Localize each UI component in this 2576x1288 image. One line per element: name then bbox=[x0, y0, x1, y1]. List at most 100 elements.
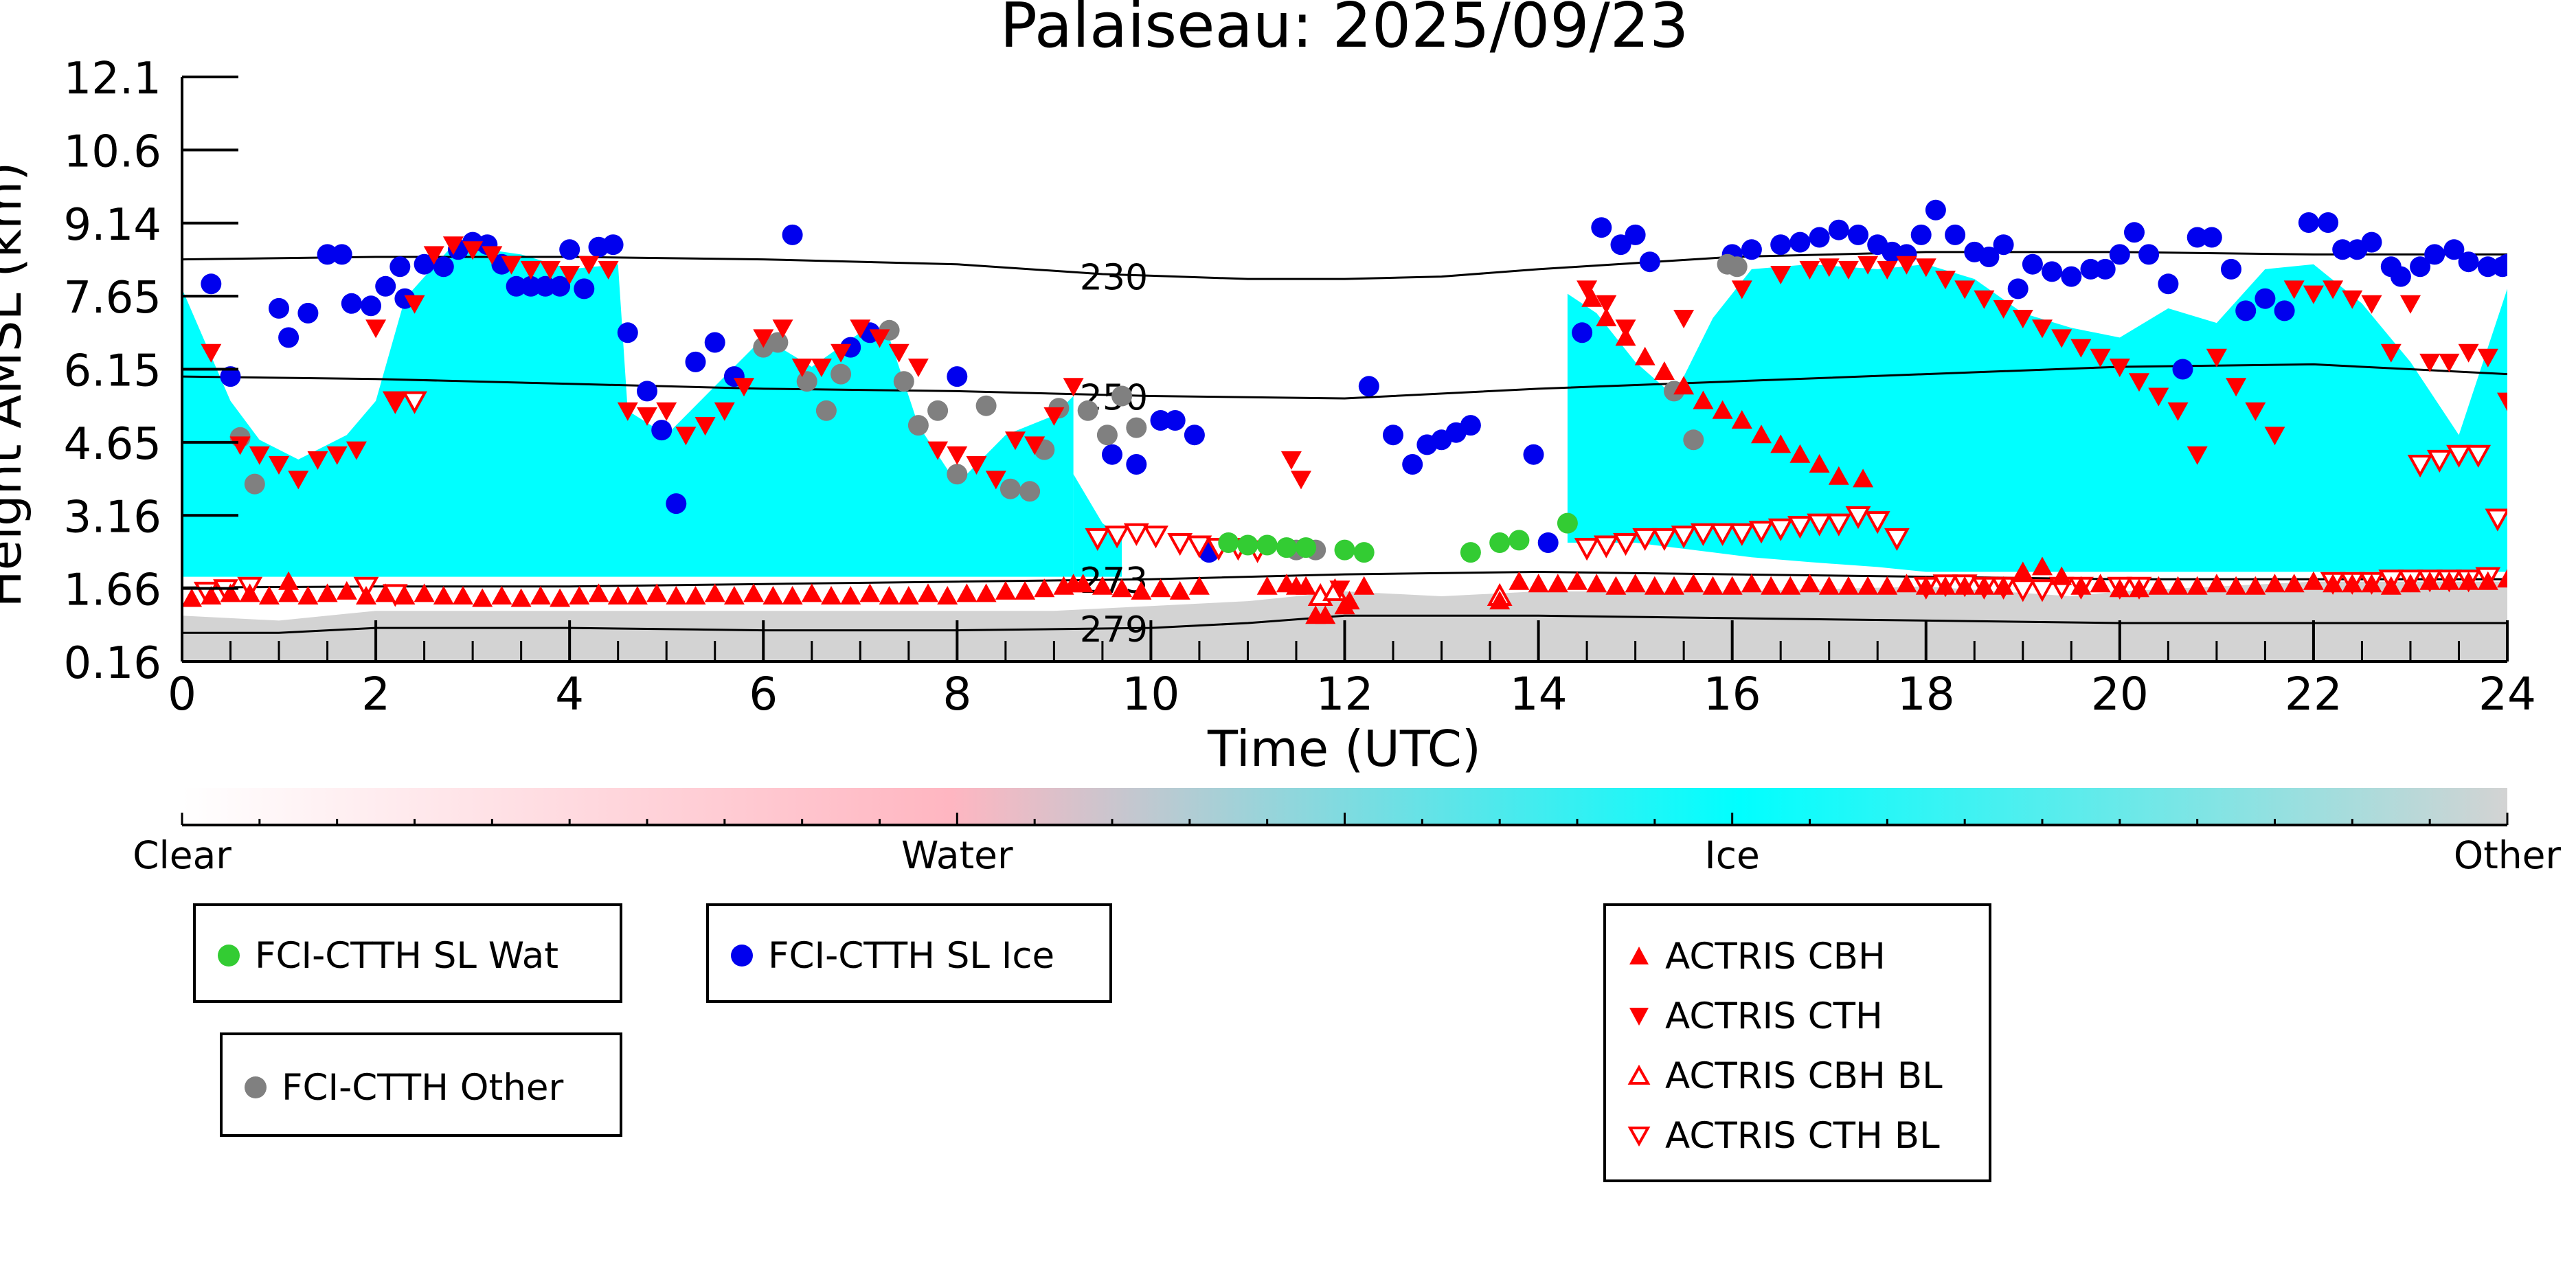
actris-cbh-point bbox=[956, 583, 978, 602]
fci-ctth-sl-ice-point bbox=[2172, 359, 2193, 380]
actris-cth-bl-point bbox=[1613, 533, 1638, 556]
actris-cth-point bbox=[559, 266, 580, 284]
actris-cbh-point bbox=[1789, 444, 1811, 463]
actris-cth-point bbox=[2245, 402, 2266, 421]
actris-cbh-point bbox=[821, 586, 841, 605]
actris-cbh-point bbox=[2439, 571, 2460, 590]
isotherm-230 bbox=[182, 251, 2507, 280]
actris-cbh-point bbox=[472, 588, 493, 607]
ice-region bbox=[1073, 474, 1122, 577]
actris-cbh-point bbox=[2032, 556, 2053, 576]
actris-cbh-point bbox=[1131, 580, 1152, 600]
actris-cbh-point bbox=[2090, 574, 2111, 593]
actris-cth-point bbox=[637, 407, 657, 426]
actris-cbh-point bbox=[433, 586, 454, 605]
legend-fci-other: FCI-CTTH Other bbox=[220, 1032, 622, 1137]
actris-cbh-point bbox=[2303, 571, 2324, 590]
actris-cbh-point bbox=[801, 583, 822, 602]
fci-ctth-sl-ice-point bbox=[1848, 224, 1868, 245]
actris-cth-point bbox=[1954, 280, 1976, 300]
fci-ctth-sl-wat-point bbox=[1353, 542, 1375, 563]
actris-cth-point bbox=[1024, 436, 1046, 455]
actris-cbh-point bbox=[1780, 576, 1801, 595]
fci-ctth-other-point bbox=[947, 464, 968, 485]
fci-ctth-sl-wat-point bbox=[1509, 530, 1530, 551]
actris-cth-bl-point bbox=[1767, 518, 1794, 541]
fci-ctth-sl-ice-point bbox=[1789, 231, 1811, 253]
actris-cth-bl-point bbox=[1691, 523, 1716, 546]
actris-cth-point bbox=[1731, 280, 1752, 300]
actris-cth-point bbox=[326, 446, 348, 465]
actris-cth-bl-point bbox=[2465, 444, 2492, 468]
actris-cth-point bbox=[617, 402, 638, 421]
actris-cbh-point bbox=[1489, 591, 1511, 610]
actris-cbh-point bbox=[1702, 576, 1724, 595]
actris-cbh-point bbox=[898, 586, 919, 605]
actris-cth-bl-point bbox=[1864, 511, 1890, 534]
actris-cth-point bbox=[2342, 290, 2363, 309]
actris-cbh-point bbox=[1799, 574, 1820, 593]
fci-ctth-sl-ice-point bbox=[1910, 224, 1932, 245]
fci-ctth-other-point bbox=[244, 473, 265, 495]
fci-ctth-other-point bbox=[975, 395, 997, 416]
colorbar: Clear Water Ice Other bbox=[133, 788, 2561, 877]
actris-cbh-point bbox=[626, 586, 648, 605]
fci-ctth-sl-ice-point bbox=[1460, 415, 1481, 436]
actris-cth-bl-point bbox=[2426, 449, 2452, 473]
actris-cth-point bbox=[1770, 266, 1792, 284]
x-tick-label: 0 bbox=[168, 668, 196, 721]
actris-cbh-point bbox=[1169, 580, 1190, 600]
actris-cbh-point bbox=[2148, 576, 2169, 595]
fci-ctth-sl-wat-point bbox=[1218, 532, 1239, 553]
legend-entry-actris-cbh: ACTRIS CBH bbox=[1625, 936, 1886, 978]
ice-region bbox=[1567, 264, 2507, 572]
actris-cbh-point bbox=[1615, 327, 1636, 346]
x-tick-label: 10 bbox=[1122, 668, 1179, 721]
actris-cth-point bbox=[1005, 431, 1026, 451]
isotherm-label-279: 279 bbox=[1080, 609, 1148, 651]
fci-ctth-other-point bbox=[1019, 481, 1041, 502]
fci-ctth-sl-ice-point bbox=[2235, 300, 2257, 321]
fci-ctth-sl-ice-point bbox=[2255, 288, 2276, 309]
actris-cth-point bbox=[1993, 300, 2014, 319]
actris-cth-point bbox=[249, 446, 270, 465]
actris-cth-point bbox=[462, 241, 484, 260]
actris-cth-point bbox=[2129, 373, 2149, 392]
legend-label-fci-other: FCI-CTTH Other bbox=[282, 1066, 564, 1109]
fci-ctth-sl-ice-point bbox=[2080, 258, 2101, 280]
y-tick-label: 7.65 bbox=[64, 273, 162, 324]
actris-cth-point bbox=[888, 343, 909, 363]
colorbar-label-ice: Ice bbox=[1705, 833, 1760, 877]
actris-cbh-point bbox=[2109, 578, 2130, 598]
y-axis-ticks: 0.16 1.66 3.16 4.65 6.15 7.65 9.14 10.6 12.1 bbox=[64, 54, 238, 689]
actris-cbh-point bbox=[550, 588, 571, 607]
fci-ctth-sl-ice-point bbox=[361, 295, 381, 317]
actris-cbh-point bbox=[1818, 576, 1840, 595]
actris-cbh-point bbox=[646, 583, 668, 602]
fci-ctth-sl-ice-point bbox=[559, 239, 580, 260]
actris-cth-point bbox=[307, 451, 328, 470]
actris-cth-point bbox=[423, 246, 444, 265]
actris-cth-point bbox=[831, 343, 852, 363]
actris-cth-point bbox=[927, 441, 949, 460]
actris-cbh-point bbox=[2458, 571, 2479, 590]
actris-cbh-point bbox=[278, 583, 300, 602]
actris-cth-point bbox=[404, 295, 425, 314]
legend-entry-fci-water: FCI-CTTH SL Wat bbox=[215, 935, 558, 977]
actris-cth-bl-point bbox=[1807, 513, 1832, 536]
fci-ctth-sl-ice-point bbox=[637, 381, 657, 402]
fci-ctth-sl-ice-point bbox=[1126, 454, 1147, 475]
fci-ctth-sl-ice-point bbox=[2158, 273, 2179, 295]
legend-label-actris-cbh-bl: ACTRIS CBH BL bbox=[1665, 1054, 1943, 1097]
actris-cbh-point bbox=[1586, 574, 1607, 593]
actris-cbh-point bbox=[1150, 578, 1171, 598]
fci-ctth-sl-ice-point bbox=[2390, 266, 2411, 287]
fci-ctth-sl-ice-point bbox=[1591, 217, 1612, 238]
fci-ctth-sl-ice-point bbox=[1164, 410, 1186, 431]
actris-cth-bl-point bbox=[2407, 455, 2433, 478]
legend-label-actris-cth-bl: ACTRIS CTH BL bbox=[1665, 1114, 1940, 1157]
actris-cth-bl-point bbox=[1710, 523, 1735, 546]
actris-cth-point bbox=[2148, 387, 2169, 407]
fci-ctth-sl-ice-point bbox=[602, 234, 624, 256]
